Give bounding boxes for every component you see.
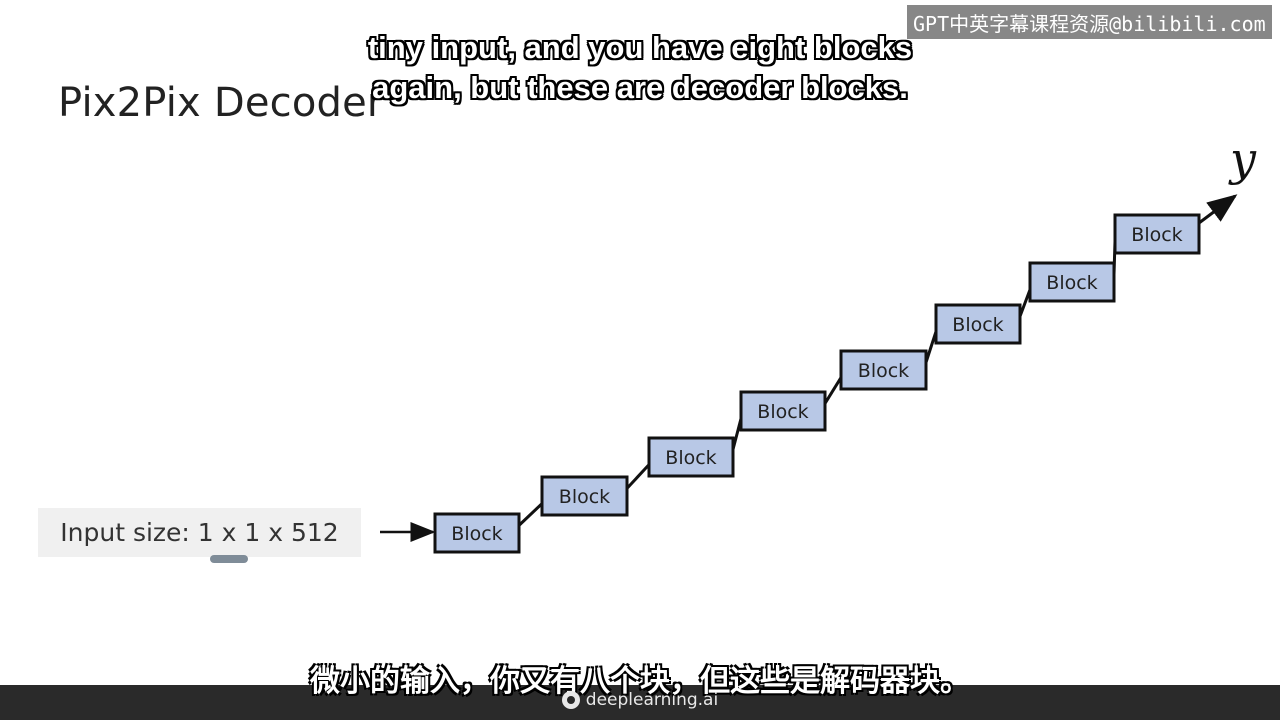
video-bottom-bar [0,685,1280,720]
decoder-block-label: Block [952,314,1003,336]
english-subtitle-line-1: tiny input, and you have eight blocks [367,30,913,65]
brand-footer: deeplearning.ai [0,690,1280,710]
block-connector [625,463,651,490]
decoder-block-box [934,303,1022,345]
english-subtitle: tiny input, and you have eight blocks ag… [0,28,1280,108]
decoder-block-box [839,349,928,391]
decoder-block-box [1028,261,1116,303]
decoder-block: Block [839,349,928,391]
decoder-block-label: Block [665,447,716,469]
decoder-block: Block [540,475,629,517]
bilibili-watermark: GPT中英字幕课程资源@bilibili.com [907,5,1272,39]
decoder-block: Block [1028,261,1116,303]
deeplearning-logo-icon [561,691,580,709]
slide-canvas: Pix2Pix Decoder Input size: 1 x 1 x 512 … [38,80,1256,563]
pen-annotation-mark [210,555,248,563]
decoder-block-label: Block [1046,272,1097,294]
block-connector [924,331,938,363]
decoder-block-label: Block [858,360,909,382]
output-arrow [1198,194,1238,225]
decoder-block: Block [739,390,827,432]
decoder-block: Block [647,436,735,478]
block-connector [1018,289,1032,317]
decoder-block-label: Block [451,523,502,545]
decoder-block-label: Block [559,486,610,508]
decoder-block-box [739,390,827,432]
block-stack: Block Block Block Block Block Block Block Block [433,213,1201,554]
decoder-block: Block [1113,213,1201,255]
block-connector [823,376,843,405]
block-connectors [380,194,1238,542]
decoder-block: Block [934,303,1022,345]
decoder-diagram: Block Block Block Block Block Block Block Block [380,194,1238,554]
english-subtitle-line-2: again, but these are decoder blocks. [372,70,908,105]
output-y-label: y [1230,132,1256,186]
slide-title: Pix2Pix Decoder [58,80,384,126]
input-size-label: Input size: 1 x 1 x 512 [60,518,339,547]
input-size-box: Input size: 1 x 1 x 512 [38,508,361,557]
decoder-block-box [433,512,521,554]
decoder-block-label: Block [1131,224,1182,246]
brand-name: deeplearning.ai [585,690,719,710]
decoder-block: Block [433,512,521,554]
chinese-subtitle: 微小的输入，你又有八个块，但这些是解码器块。 [310,664,970,699]
decoder-block-label: Block [757,401,808,423]
decoder-block-box [540,475,629,517]
block-connector [517,502,544,527]
decoder-block-box [647,436,735,478]
decoder-block-box [1113,213,1201,255]
